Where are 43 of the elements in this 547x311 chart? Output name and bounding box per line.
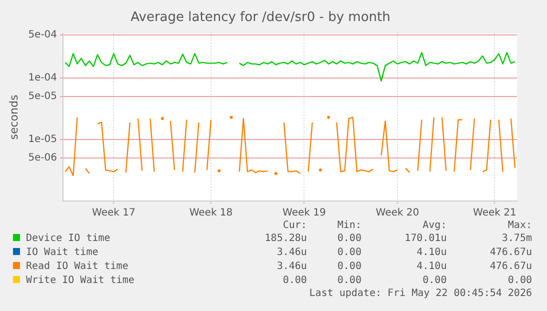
text: Avg:	[422, 220, 447, 232]
text: 185.28u	[264, 232, 307, 246]
text: 476.67u	[488, 246, 532, 260]
text: 0.00	[282, 274, 307, 288]
x-tick-label: Week 19	[282, 208, 326, 219]
text: 0.00	[506, 274, 532, 288]
y-tick-label: 1e-04	[28, 72, 58, 84]
text: Max:	[506, 220, 532, 232]
y-axis-title: seconds	[7, 94, 20, 140]
text: 476.67u	[488, 260, 532, 274]
text: 0.00	[336, 232, 362, 246]
text: 3.46u	[276, 246, 307, 260]
point	[274, 172, 278, 176]
legend-label: Write IO Wait time	[26, 275, 134, 286]
text: 4.10u	[416, 260, 447, 274]
text: 170.01u	[404, 232, 447, 246]
x-tick-label: Week 20	[376, 208, 420, 219]
text: 0.00	[336, 274, 362, 288]
text: 0.00	[336, 260, 362, 274]
legend-label: Device IO time	[26, 233, 110, 244]
x-tick-label: Week 21	[473, 208, 516, 219]
text: 4.10u	[416, 246, 447, 260]
text: 0.00	[336, 246, 362, 260]
legend-label: Read IO Wait time	[26, 261, 128, 272]
legend-label: IO Wait time	[26, 247, 98, 258]
text: 0.00	[422, 274, 447, 288]
point	[160, 117, 164, 120]
y-tick-label: 5e-05	[28, 91, 58, 102]
x-tick-label: Week 18	[189, 208, 233, 219]
point	[327, 116, 330, 119]
y-tick-label: 5e-04	[28, 30, 58, 41]
text: 3.75m	[500, 232, 532, 246]
point	[230, 116, 233, 119]
point	[218, 169, 221, 172]
point	[318, 168, 322, 172]
chart-title: Average latency for /dev/sr0 - by month	[130, 10, 390, 26]
text: Last update: Fri May 22 00:45:54 2026	[308, 288, 532, 300]
text: Cur:	[282, 220, 307, 232]
text: Min:	[336, 220, 362, 232]
y-tick-label: 1e-05	[28, 134, 58, 146]
x-tick-label: Week 17	[92, 208, 136, 219]
y-tick-label: 5e-06	[28, 152, 58, 164]
text: 3.46u	[276, 260, 307, 274]
